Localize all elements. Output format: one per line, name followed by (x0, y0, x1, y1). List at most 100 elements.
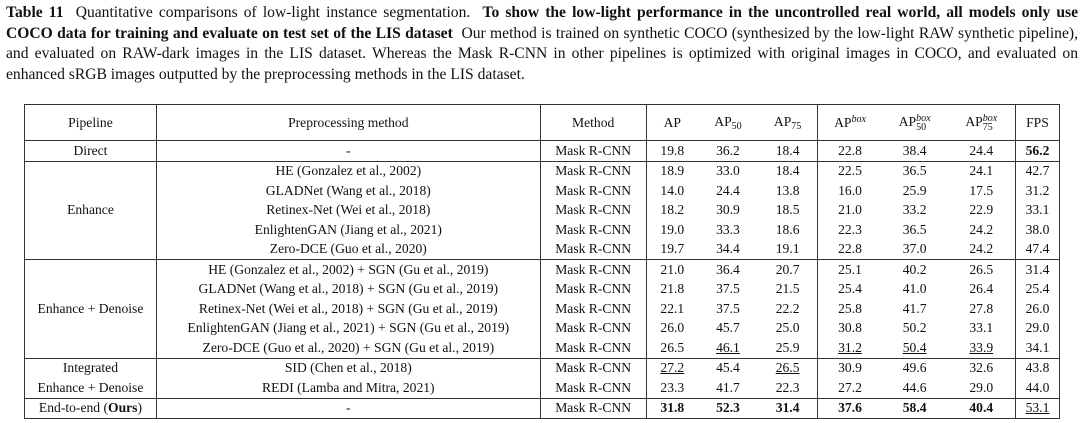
row-fps: 44.0 (1014, 378, 1061, 398)
row-ap: 18.9 (645, 160, 699, 181)
row-ap75: 25.0 (775, 320, 800, 336)
header-apbox50: AP box 50 (881, 104, 948, 141)
row-ap50: 24.4 (716, 182, 740, 198)
row-ap: 19.8 (645, 140, 699, 161)
row-ap50: 45.7 (716, 320, 740, 336)
row-ap75: 18.4 (775, 142, 800, 158)
table-row: GLADNet (Wang et al., 2018) Mask R-CNN 1… (25, 181, 1061, 201)
header-ap75: AP75 (757, 104, 818, 141)
row-method: Mask R-CNN (539, 378, 647, 398)
row-preprocessing: REDI (Lamba and Mitra, 2021) (155, 378, 541, 398)
row-preprocessing: Retinex-Net (Wei et al., 2018) + SGN (Gu… (155, 299, 541, 319)
row-method: Mask R-CNN (539, 200, 647, 220)
header-ap50: AP50 (698, 104, 758, 141)
row-preprocessing: HE (Gonzalez et al., 2002) + SGN (Gu et … (155, 259, 541, 280)
row-preprocessing: - (155, 397, 541, 419)
row-fps: 31.4 (1014, 259, 1061, 280)
row-apbox75: 17.5 (969, 182, 994, 198)
row-apbox: 30.9 (817, 357, 882, 378)
row-ap: 27.2 (645, 357, 699, 378)
row-ap50: 37.5 (716, 281, 740, 297)
row-method: Mask R-CNN (539, 397, 647, 419)
table-row: Integrated SID (Chen et al., 2018) Mask … (24, 357, 1061, 378)
row-apbox75: 32.6 (947, 357, 1016, 378)
row-ap50: 33.0 (698, 160, 758, 181)
row-apbox50: 37.0 (902, 241, 927, 257)
row-preprocessing: SID (Chen et al., 2018) (155, 357, 541, 378)
table-row: Zero-DCE (Guo et al., 2020) + SGN (Gu et… (25, 338, 1061, 358)
row-apbox: 27.2 (817, 378, 882, 398)
row-preprocessing: HE (Gonzalez et al., 2002) (155, 160, 541, 181)
row-apbox50: 41.0 (902, 281, 927, 297)
row-fps: 33.1 (1014, 200, 1061, 220)
row-apbox50: 58.4 (881, 397, 948, 419)
row-apbox75: 40.4 (947, 397, 1016, 419)
row-ap: 19.7 (645, 239, 699, 260)
header-method: Method (539, 104, 647, 141)
table-row: Direct - Mask R-CNN 19.8 36.2 18.4 22.8 … (24, 140, 1061, 161)
row-fps: 31.2 (1014, 181, 1061, 201)
row-apbox: 25.8 (817, 299, 882, 319)
row-ap: 31.8 (645, 397, 699, 419)
row-ap: 19.0 (645, 220, 699, 240)
group-integrated-2: Enhance + Denoise (24, 378, 157, 398)
row-fps: 25.4 (1014, 279, 1061, 299)
row-fps: 42.7 (1014, 160, 1061, 181)
row-ap50: 36.2 (716, 142, 740, 158)
row-apbox50: 50.2 (902, 320, 927, 336)
row-ap: 26.5 (645, 338, 699, 358)
row-ap75: 26.5 (757, 357, 818, 378)
row-apbox75: 24.2 (969, 221, 994, 237)
row-ap50: 45.4 (698, 357, 758, 378)
row-ap: 18.2 (645, 200, 699, 220)
caption-text-1: Quantitative comparisons of low-light in… (75, 4, 471, 21)
row-method: Mask R-CNN (539, 318, 647, 338)
table-row: Enhance + Denoise REDI (Lamba and Mitra,… (24, 378, 1061, 398)
row-apbox50: 36.5 (902, 221, 927, 237)
row-apbox: 22.5 (817, 160, 882, 181)
table-row: Enhance + Denoise HE (Gonzalez et al., 2… (24, 259, 1061, 358)
row-method: Mask R-CNN (539, 220, 647, 240)
row-ap50: 46.1 (716, 339, 740, 355)
row-ap50: 33.3 (716, 221, 740, 237)
group-enhance: Enhance (24, 160, 157, 260)
row-preprocessing: Zero-DCE (Guo et al., 2020) + SGN (Gu et… (155, 338, 541, 358)
table-row: Retinex-Net (Wei et al., 2018) Mask R-CN… (25, 200, 1061, 220)
row-apbox50: 25.9 (902, 182, 927, 198)
row-apbox75: 27.8 (969, 300, 994, 316)
table-row: EnlightenGAN (Jiang et al., 2021) Mask R… (25, 220, 1061, 240)
row-apbox75: 29.0 (969, 379, 994, 395)
row-apbox: 22.8 (817, 140, 882, 161)
row-ap75: 19.1 (775, 241, 800, 257)
group-enhance-denoise: Enhance + Denoise (24, 259, 157, 358)
row-fps: 29.0 (1014, 318, 1061, 338)
row-ap75: 22.2 (775, 300, 800, 316)
header-row: Pipeline Preprocessing method Method AP … (24, 104, 1061, 141)
row-apbox75: 24.2 (969, 241, 994, 257)
row-preprocessing: GLADNet (Wang et al., 2018) + SGN (Gu et… (155, 279, 541, 299)
row-method: Mask R-CNN (539, 259, 647, 280)
table-caption: Table 11 Quantitative comparisons of low… (6, 3, 1078, 85)
caption-text-2: Our method is trained on synthetic COCO … (6, 24, 1078, 83)
row-fps: 38.0 (1014, 220, 1061, 240)
row-ap75: 21.5 (775, 281, 800, 297)
row-ap50: 41.7 (716, 379, 740, 395)
row-fps: 43.8 (1014, 357, 1061, 378)
row-apbox75: 26.5 (947, 259, 1016, 280)
table-row: Enhance HE (Gonzalez et al., 2002) Mask … (24, 160, 1061, 260)
row-preprocessing: GLADNet (Wang et al., 2018) (155, 181, 541, 201)
row-preprocessing: EnlightenGAN (Jiang et al., 2021) + SGN … (155, 318, 541, 338)
header-apbox: APbox (817, 104, 882, 141)
row-apbox75: 33.1 (969, 320, 994, 336)
row-fps: 47.4 (1014, 239, 1061, 260)
row-apbox: 25.1 (817, 259, 882, 280)
row-ap50: 34.4 (716, 241, 740, 257)
row-apbox: 30.8 (817, 318, 882, 338)
row-ap: 21.8 (645, 279, 699, 299)
row-method: Mask R-CNN (539, 338, 647, 358)
row-apbox50: 40.2 (881, 259, 948, 280)
row-apbox50: 38.4 (902, 142, 927, 158)
results-table: Pipeline Preprocessing method Method AP … (24, 104, 1061, 419)
header-ap: AP (645, 104, 699, 141)
row-apbox: 37.6 (817, 397, 882, 419)
